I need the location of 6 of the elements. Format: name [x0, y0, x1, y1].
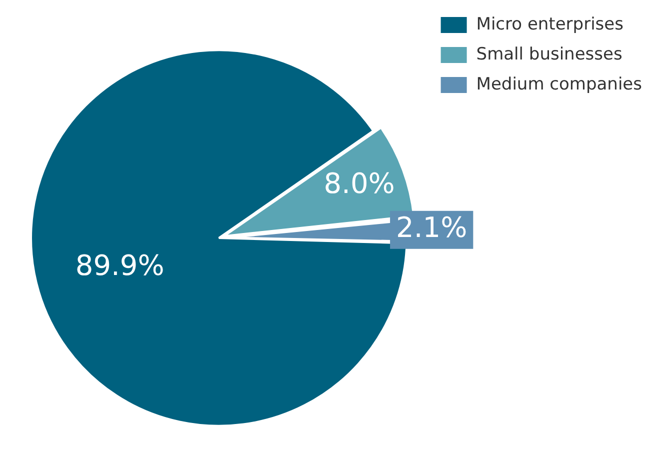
legend-label: Small businesses	[476, 44, 622, 64]
data-label: 2.1%	[396, 211, 468, 244]
legend-label: Medium companies	[476, 74, 642, 94]
legend-label: Micro enterprises	[476, 14, 624, 34]
data-label: 8.0%	[324, 167, 395, 200]
data-label: 89.9%	[75, 248, 164, 282]
